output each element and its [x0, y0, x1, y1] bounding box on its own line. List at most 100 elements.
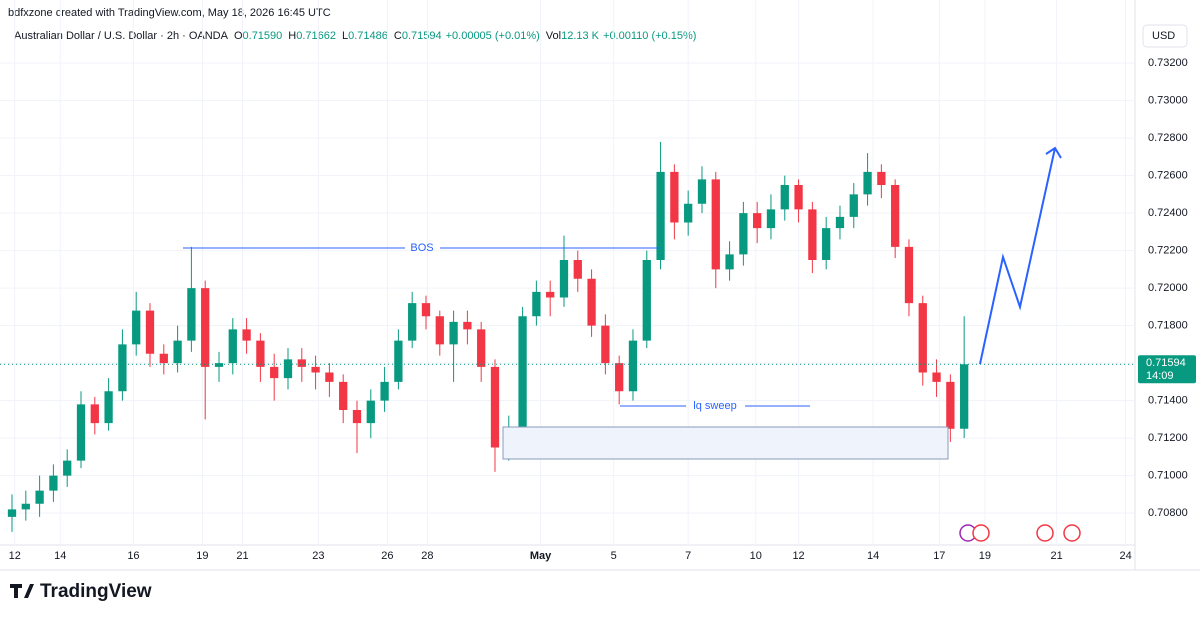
legend-item: +0.00005 (+0.01%) — [446, 30, 540, 42]
candle-body — [90, 404, 99, 424]
candle-body — [932, 372, 941, 382]
x-tick-label: 7 — [685, 550, 691, 562]
plot — [0, 0, 1135, 545]
last-price-label: 0.71594 — [1146, 357, 1186, 369]
candle-body — [297, 359, 306, 367]
projection-arrow — [979, 146, 1062, 365]
candle-body — [946, 381, 955, 429]
candle-body — [394, 340, 403, 382]
candle-body — [739, 213, 748, 255]
candle-body — [104, 391, 113, 424]
brand-logo: TradingView — [10, 581, 152, 602]
legend-item: +0.00110 (+0.15%) — [603, 30, 696, 42]
candle-body — [684, 203, 693, 223]
x-tick-label: 14 — [54, 550, 66, 562]
candle-body — [242, 329, 251, 341]
candle-body — [421, 303, 431, 317]
x-tick-label: 23 — [312, 550, 324, 562]
y-tick-label: 0.72400 — [1148, 207, 1188, 219]
bos-label: BOS — [410, 242, 433, 254]
x-tick-label: 10 — [750, 550, 762, 562]
currency[interactable]: USD — [1152, 30, 1175, 42]
legend-item: 0.71594 — [402, 30, 442, 42]
candle-body — [918, 303, 927, 373]
candle-body — [490, 366, 500, 448]
y-tick-label: 0.72200 — [1148, 245, 1188, 257]
candle-body — [173, 340, 182, 364]
y-tick-label: 0.71800 — [1148, 320, 1188, 332]
candle-body — [118, 344, 127, 392]
candle-body — [822, 228, 831, 260]
x-tick-label: 19 — [979, 550, 991, 562]
event-icons — [959, 524, 1081, 542]
x-tick-label: 12 — [792, 550, 804, 562]
candle-body — [145, 310, 155, 354]
currency-button[interactable] — [1142, 24, 1188, 48]
sweep-label: lq sweep — [693, 400, 736, 412]
candle-body — [35, 490, 44, 504]
x-tick-label: 16 — [127, 550, 139, 562]
candle-body — [615, 363, 624, 392]
candle-body — [780, 185, 789, 210]
candle-body — [808, 209, 817, 260]
candle-body — [7, 509, 17, 517]
last-price-tag — [1138, 355, 1196, 384]
y-tick-label: 0.73200 — [1148, 57, 1188, 69]
y-tick-label: 0.72000 — [1148, 282, 1188, 294]
x-tick-label: 21 — [1050, 550, 1062, 562]
symbol-legend: Australian Dollar / U.S. Dollar · 2h · O… — [14, 30, 696, 42]
candle-body — [863, 171, 872, 195]
candle-body — [352, 410, 362, 424]
candle-body — [725, 254, 734, 270]
event-icon[interactable] — [972, 524, 990, 542]
event-icon[interactable] — [1036, 524, 1054, 542]
candle-body — [408, 303, 417, 341]
candle-body — [835, 216, 845, 229]
candle-body — [463, 321, 472, 330]
candle-body — [214, 363, 224, 367]
candle-body — [960, 364, 969, 429]
candle-body — [76, 404, 86, 461]
brand: TradingView — [40, 581, 152, 602]
y-tick-label: 0.70800 — [1148, 507, 1188, 519]
candle-body — [546, 291, 555, 298]
candle-body — [891, 185, 900, 247]
y-tick-label: 0.72600 — [1148, 170, 1188, 182]
x-tick-label: 12 — [9, 550, 21, 562]
candle-body — [21, 503, 30, 510]
y-tick-label: 0.73000 — [1148, 95, 1188, 107]
x-tick-label: 21 — [236, 550, 248, 562]
logo-mark — [10, 584, 34, 598]
event-icon[interactable] — [1063, 524, 1081, 542]
candle-body — [753, 213, 762, 229]
legend-item: C — [394, 30, 402, 42]
candle-body — [435, 316, 444, 345]
candle-body — [849, 194, 858, 217]
candle-body — [559, 260, 569, 298]
candle-body — [325, 372, 334, 382]
legend-item: O — [234, 30, 243, 42]
candle-body — [711, 179, 720, 270]
liquidity-zone — [502, 426, 949, 460]
candle-body — [697, 179, 707, 204]
y-tick-label: 0.71400 — [1148, 395, 1188, 407]
candle-body — [477, 329, 486, 367]
candle-body — [587, 278, 596, 326]
candle-body — [877, 171, 886, 185]
candle-body — [256, 340, 265, 367]
x-tick-label: 19 — [196, 550, 208, 562]
y-tick-label: 0.72800 — [1148, 132, 1188, 144]
candle-body — [904, 246, 914, 304]
candle-body — [518, 316, 527, 429]
legend-item: 0.71590 — [243, 30, 283, 42]
y-tick-label: 0.71000 — [1148, 470, 1188, 482]
candle-body — [794, 185, 803, 210]
candle-body — [187, 288, 196, 341]
candle-body — [532, 291, 541, 317]
candle-body — [228, 329, 237, 364]
candle-body — [449, 321, 458, 345]
x-tick-label: May — [530, 550, 552, 562]
legend-item: H — [288, 30, 296, 42]
